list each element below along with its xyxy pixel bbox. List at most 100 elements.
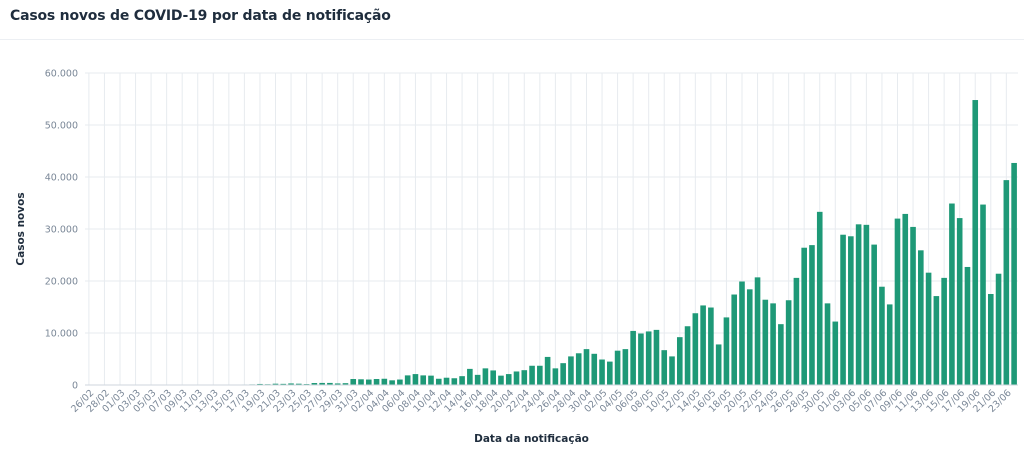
y-axis-title: Casos novos bbox=[15, 192, 27, 265]
bar-03-05 bbox=[607, 361, 613, 385]
bar-15-05 bbox=[700, 305, 706, 385]
bar-08-04 bbox=[412, 374, 419, 385]
bar-21-05 bbox=[746, 289, 753, 385]
bar-05-04 bbox=[389, 380, 395, 385]
bar-25-04 bbox=[544, 356, 551, 385]
bar-27-04 bbox=[560, 363, 566, 385]
bar-22-04 bbox=[521, 370, 528, 385]
bar-13-04 bbox=[451, 378, 458, 385]
bar-06-04 bbox=[397, 379, 403, 385]
bar-11-04 bbox=[435, 378, 442, 385]
bar-02-06 bbox=[840, 234, 846, 385]
bar-14-06 bbox=[933, 296, 940, 385]
bar-19-04 bbox=[498, 375, 504, 385]
bar-18-04 bbox=[490, 370, 496, 385]
bar-23-06 bbox=[1003, 180, 1010, 385]
bar-08-05 bbox=[645, 331, 652, 385]
bar-17-06 bbox=[956, 218, 963, 385]
y-tick-label: 60.000 bbox=[45, 69, 78, 80]
bar-29-03 bbox=[334, 383, 341, 385]
bar-01-06 bbox=[832, 321, 839, 385]
bar-18-05 bbox=[723, 317, 730, 385]
bar-02-05 bbox=[599, 359, 605, 385]
bar-21-03 bbox=[272, 383, 279, 385]
bar-23-05 bbox=[762, 299, 769, 385]
bar-22-03 bbox=[280, 383, 287, 385]
bar-03-04 bbox=[373, 379, 380, 385]
bar-24-03 bbox=[296, 383, 302, 385]
bar-28-03 bbox=[327, 382, 333, 385]
bar-04-06 bbox=[855, 224, 862, 385]
bar-12-04 bbox=[443, 377, 450, 385]
bar-25-05 bbox=[778, 324, 784, 385]
bar-19-05 bbox=[731, 294, 738, 385]
bar-03-06 bbox=[848, 236, 854, 385]
bar-08-06 bbox=[886, 304, 893, 385]
bar-02-04 bbox=[365, 379, 372, 385]
bar-30-05 bbox=[816, 211, 823, 385]
bar-29-04 bbox=[575, 353, 582, 385]
bar-24-04 bbox=[537, 365, 543, 385]
bar-26-03 bbox=[311, 383, 318, 385]
bar-31-03 bbox=[350, 379, 357, 385]
bar-17-05 bbox=[715, 344, 722, 385]
bar-30-04 bbox=[583, 349, 590, 385]
bar-18-06 bbox=[964, 266, 971, 385]
bar-14-04 bbox=[459, 376, 465, 385]
bar-09-06 bbox=[894, 218, 901, 385]
bar-07-06 bbox=[879, 286, 885, 385]
bar-12-06 bbox=[918, 250, 924, 385]
bar-10-05 bbox=[661, 350, 668, 385]
title-divider bbox=[0, 39, 1024, 40]
bar-10-06 bbox=[902, 213, 909, 385]
bar-17-04 bbox=[482, 368, 489, 385]
bar-13-05 bbox=[684, 326, 691, 385]
bar-19-06 bbox=[972, 100, 979, 385]
bar-16-05 bbox=[708, 307, 714, 385]
bar-20-04 bbox=[505, 374, 512, 385]
bar-19-03 bbox=[257, 383, 263, 385]
y-tick-label: 20.000 bbox=[45, 277, 78, 288]
bar-05-06 bbox=[863, 224, 870, 385]
bar-11-05 bbox=[669, 356, 675, 385]
bar-15-04 bbox=[467, 368, 473, 385]
bar-22-05 bbox=[754, 277, 761, 385]
bar-20-05 bbox=[739, 281, 745, 385]
bar-24-05 bbox=[770, 303, 776, 385]
bar-09-05 bbox=[653, 329, 660, 385]
bar-24-06 bbox=[1011, 162, 1017, 385]
y-tick-label: 30.000 bbox=[45, 225, 78, 236]
bar-27-05 bbox=[793, 277, 800, 385]
bar-07-05 bbox=[638, 333, 644, 385]
y-tick-label: 0 bbox=[72, 381, 78, 392]
bar-22-06 bbox=[995, 273, 1002, 385]
chart-title: Casos novos de COVID-19 por data de noti… bbox=[10, 8, 391, 24]
bar-04-05 bbox=[614, 350, 621, 385]
bar-09-04 bbox=[420, 375, 427, 385]
y-tick-label: 50.000 bbox=[45, 121, 78, 132]
bar-04-04 bbox=[381, 378, 388, 385]
bar-11-06 bbox=[910, 226, 916, 385]
bar-06-06 bbox=[871, 244, 877, 385]
bar-13-06 bbox=[925, 272, 932, 385]
x-axis-title: Data da notificação bbox=[474, 433, 589, 445]
bar-30-03 bbox=[342, 383, 349, 385]
y-tick-label: 40.000 bbox=[45, 173, 78, 184]
y-tick-label: 10.000 bbox=[45, 329, 78, 340]
bar-28-04 bbox=[568, 356, 574, 385]
bar-15-06 bbox=[941, 277, 947, 385]
bar-23-03 bbox=[288, 383, 294, 385]
bar-29-05 bbox=[809, 245, 815, 385]
bar-28-05 bbox=[801, 247, 807, 385]
bar-27-03 bbox=[319, 382, 325, 385]
bar-01-05 bbox=[591, 353, 598, 385]
bar-21-06 bbox=[987, 294, 994, 385]
bar-05-05 bbox=[622, 349, 629, 385]
bar-07-04 bbox=[404, 375, 411, 385]
bar-23-04 bbox=[529, 365, 535, 385]
bar-31-05 bbox=[824, 303, 831, 385]
bar-10-04 bbox=[428, 375, 434, 385]
bar-16-06 bbox=[949, 203, 955, 385]
